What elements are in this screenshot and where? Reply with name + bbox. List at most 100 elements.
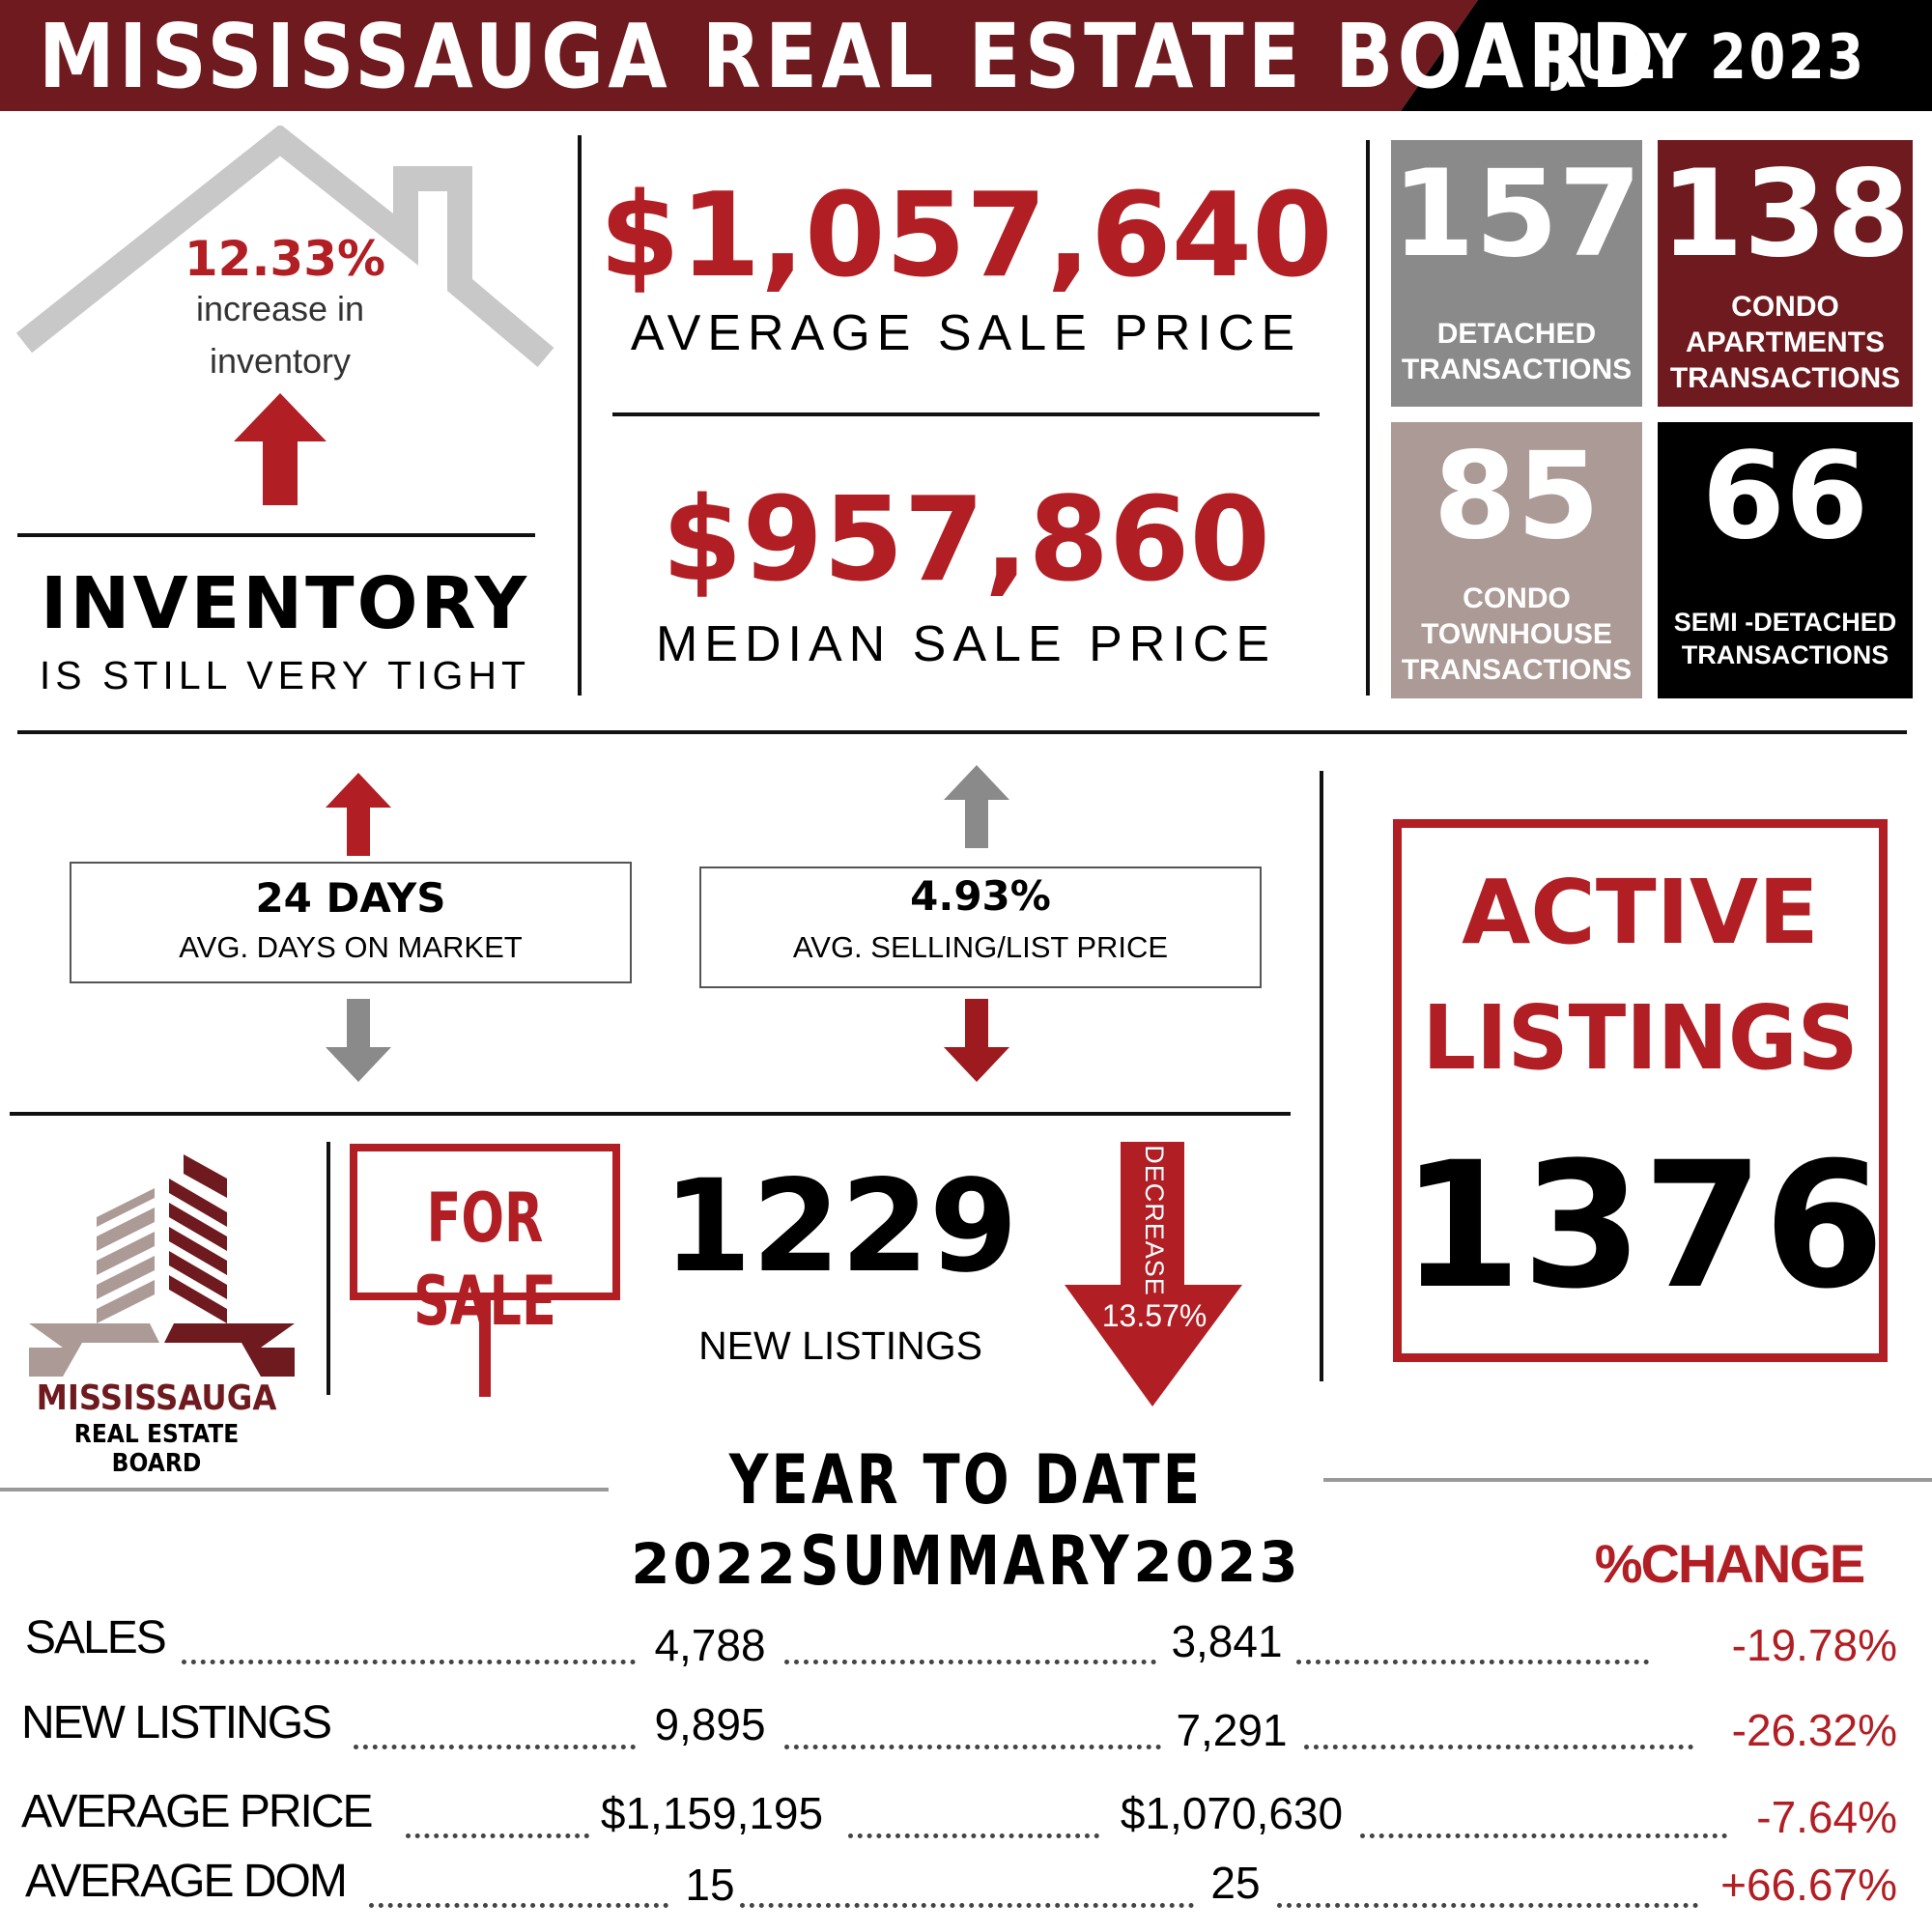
divider [1366,140,1370,696]
tile-value: 138 [1660,145,1911,284]
divider [1320,771,1323,1381]
divider [17,730,1907,734]
dot-leader [369,1903,668,1908]
decrease-arrow-icon [1065,1142,1242,1406]
tile-label: APARTMENTS [1685,327,1886,358]
tile-condo-townhouse: 85 CONDO TOWNHOUSE TRANSACTIONS [1391,422,1642,698]
divider [327,1142,330,1395]
tile-label: CONDO [1463,582,1571,614]
logo-text: MISSISSAUGA [36,1378,277,1418]
selling-list-value: 4.93% [910,872,1051,920]
ytd-value-2023: 3,841 [1171,1616,1283,1666]
report-date: JULY 2023 [1553,22,1866,94]
table-row: AVERAGE DOM 15 25 +66.67% [0,1855,1932,1922]
table-row: AVERAGE PRICE $1,159,195 $1,070,630 -7.6… [0,1783,1932,1851]
divider [17,533,535,537]
tile-condo-apartments: 138 CONDO APARTMENTS TRANSACTIONS [1658,140,1913,407]
ytd-col-2023: 2023 [1133,1529,1301,1595]
ytd-row-label: SALES [25,1612,167,1663]
inventory-increase-pct: 12.33% [184,231,386,287]
ytd-col-2022: 2022 [631,1531,799,1597]
ytd-row-label: AVERAGE DOM [25,1856,348,1907]
arrow-down-icon [944,999,1009,1082]
selling-list-box [699,867,1262,988]
table-row: SALES 4,788 3,841 -19.78% [0,1611,1932,1679]
median-sale-price: $957,860 [661,473,1271,608]
header-banner [0,0,1478,111]
tile-label: TRANSACTIONS [1681,640,1889,669]
tile-label: CONDO [1731,291,1839,323]
tile-label: TOWNHOUSE [1421,618,1612,650]
ytd-change: -7.64% [1756,1792,1897,1842]
median-sale-price-label: MEDIAN SALE PRICE [655,616,1277,672]
house-roof-icon [15,126,554,367]
ytd-change: -19.78% [1731,1620,1897,1670]
decrease-word-wrap: DECREASE [1097,1145,1209,1296]
inventory-heading: INVENTORY [40,562,530,645]
divider [0,1488,609,1492]
active-listings-heading: ACTIVE [1462,861,1819,964]
selling-list-label: AVG. SELLING/LIST PRICE [792,930,1169,964]
sign-post [479,1300,491,1397]
arrow-up-icon [944,765,1009,848]
days-on-market-label: AVG. DAYS ON MARKET [179,930,523,964]
new-listings-label: NEW LISTINGS [698,1323,982,1368]
tile-label: SEMI -DETACHED [1673,608,1897,637]
tile-value: 66 [1701,427,1869,566]
ytd-row-label: AVERAGE PRICE [21,1786,374,1837]
average-sale-price: $1,057,640 [599,169,1333,303]
building-logo-icon [29,1154,295,1377]
decrease-pct: 13.57% [1101,1298,1208,1333]
ytd-value-2022: 15 [685,1860,735,1910]
dot-leader [1304,1745,1693,1749]
logo-text: REAL ESTATE BOARD [73,1420,240,1478]
divider [10,1112,1291,1116]
divider [578,135,582,696]
tile-semi-detached: 66 SEMI -DETACHED TRANSACTIONS [1658,422,1913,698]
ytd-value-2022: 4,788 [654,1620,766,1670]
ytd-change: +66.67% [1720,1860,1897,1910]
divider [1323,1478,1932,1482]
table-row: NEW LISTINGS 9,895 7,291 -26.32% [0,1694,1932,1762]
decrease-word: DECREASE [1139,1144,1169,1296]
dot-leader [1296,1660,1649,1664]
active-listings-value: 1376 [1401,1125,1885,1327]
page-title: MISSISSAUGA REAL ESTATE BOARD [39,5,1659,108]
inventory-caption-line2: inventory [209,341,352,381]
dot-leader [1277,1903,1698,1908]
tile-value: 157 [1391,145,1642,284]
average-sale-price-label: AVERAGE SALE PRICE [630,305,1302,361]
arrow-down-icon [326,999,391,1082]
tile-value: 85 [1433,427,1601,566]
ytd-change: -26.32% [1731,1705,1897,1755]
ytd-value-2023: $1,070,630 [1120,1788,1344,1838]
ytd-value-2022: $1,159,195 [600,1788,824,1838]
tile-label: TRANSACTIONS [1669,362,1901,394]
ytd-row-label: NEW LISTINGS [21,1697,332,1748]
dot-leader [848,1833,1099,1838]
inventory-subheading: IS STILL VERY TIGHT [39,653,531,697]
days-on-market-box [70,862,632,983]
dot-leader [182,1660,636,1664]
dot-leader [354,1745,636,1749]
tile-label: TRANSACTIONS [1401,354,1633,385]
arrow-up-icon [234,393,327,505]
dot-leader [406,1833,589,1838]
ytd-value-2023: 7,291 [1176,1705,1288,1755]
dot-leader [784,1745,1161,1749]
divider [612,412,1320,416]
arrow-up-icon [326,773,391,856]
ytd-value-2023: 25 [1210,1858,1261,1908]
for-sale-text: FOR SALE [413,1179,556,1341]
inventory-caption-line1: increase in [195,289,365,328]
header-date-banner [1401,0,1932,111]
dot-leader [784,1660,1156,1664]
tile-label: TRANSACTIONS [1401,654,1633,686]
tile-label: DETACHED [1436,318,1597,350]
for-sale-sign [350,1144,620,1300]
ytd-title: YEAR TO DATE SUMMARY [728,1440,1204,1601]
active-listings-box [1393,819,1888,1362]
tile-detached: 157 DETACHED TRANSACTIONS [1391,140,1642,407]
dot-leader [740,1903,1194,1908]
dot-leader [1360,1833,1727,1838]
